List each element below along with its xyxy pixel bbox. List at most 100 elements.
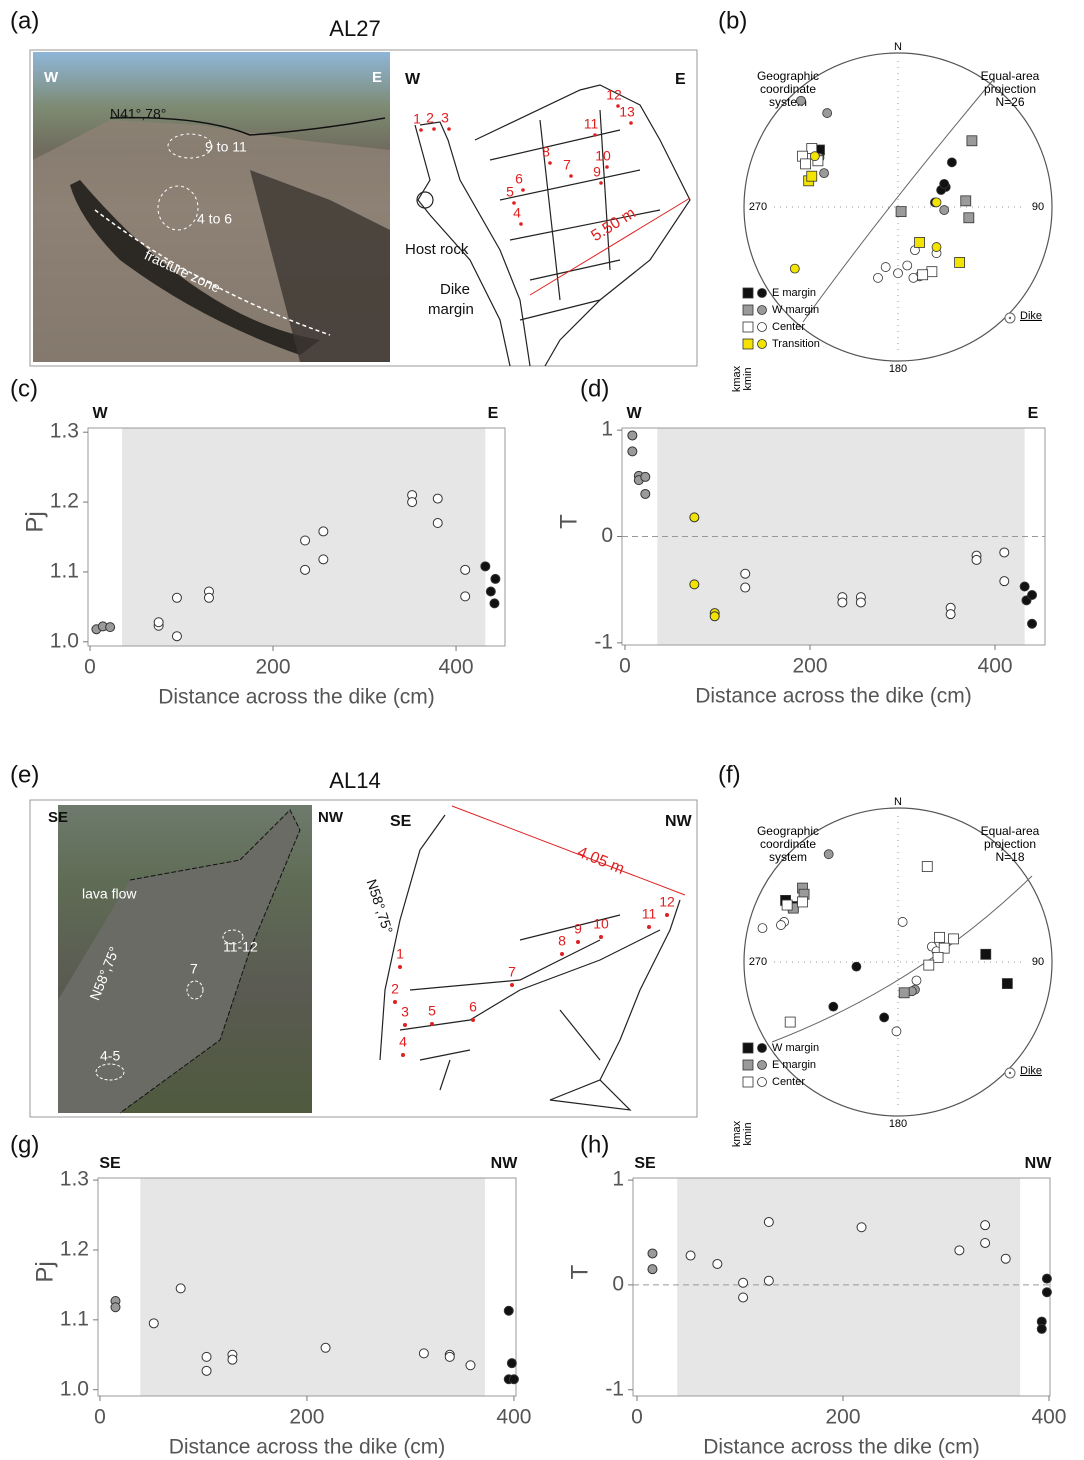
y-axis-label: Pj (21, 511, 48, 532)
legend-kmax (742, 1042, 754, 1054)
data-point (490, 573, 501, 584)
photo-label: lava flow (82, 886, 137, 902)
site-label: 6 (469, 999, 477, 1015)
kmax-point (932, 951, 944, 963)
note: projection (984, 837, 1036, 851)
y-tick-label: 1 (612, 1168, 624, 1191)
data-point (685, 1250, 696, 1261)
data-point (971, 554, 982, 565)
south-label: 180 (889, 1118, 907, 1130)
shaded-zone (677, 1178, 1021, 1396)
legend-label: Center (772, 1076, 805, 1088)
photo-label: 11-12 (223, 939, 258, 955)
site-label: 6 (515, 171, 523, 187)
kmax-point (960, 195, 972, 207)
site-dot (398, 965, 402, 969)
legend-label: E margin (772, 1059, 816, 1071)
site-label: 8 (542, 144, 550, 160)
data-point (153, 617, 164, 628)
data-point (110, 1302, 121, 1313)
kmax-point (797, 896, 808, 908)
legend-kmin (757, 339, 767, 349)
data-point (1000, 1253, 1011, 1264)
data-point (432, 493, 443, 504)
site-label: 11 (584, 116, 599, 132)
kmin-point (822, 108, 833, 118)
north-label: N (894, 796, 902, 808)
side-label: W (626, 405, 642, 422)
dike-pole (1008, 1071, 1012, 1075)
panel-label: (h) (580, 1131, 609, 1158)
data-point (763, 1217, 774, 1228)
site-label: 2 (391, 981, 399, 997)
data-point (740, 582, 751, 593)
site-label: 7 (508, 964, 516, 980)
legend-label: Center (772, 321, 805, 333)
note: projection (984, 82, 1036, 96)
data-point (640, 471, 651, 482)
legend-kmax (742, 321, 754, 333)
panel-label: (a) (10, 7, 39, 34)
panel-label: (f) (718, 761, 741, 788)
kmin-point (796, 95, 806, 106)
data-point (954, 1245, 965, 1256)
side-label: NW (1025, 1155, 1053, 1172)
legend-kmin (757, 1043, 767, 1053)
kmax-point (1001, 978, 1013, 989)
east-label: 90 (1032, 201, 1044, 213)
kmin-point (908, 272, 919, 283)
site-title: AL14 (329, 768, 380, 793)
stereonet-circle (743, 52, 1053, 362)
side-label: SE (99, 1155, 121, 1172)
data-point (465, 1360, 476, 1371)
x-axis-label: Distance across the dike (cm) (169, 1436, 446, 1459)
site-label: 12 (659, 894, 675, 910)
strike-label: N41°,78° (110, 106, 166, 122)
panel-label: (g) (10, 1131, 39, 1158)
data-point (460, 591, 471, 602)
east-label: 90 (1032, 956, 1044, 968)
site-label: 9 (593, 164, 601, 180)
data-point (300, 564, 311, 575)
kmax-point (917, 269, 929, 281)
data-point (171, 592, 182, 603)
kmin-point (931, 197, 942, 208)
kmax-point (963, 212, 975, 224)
kmin-point (891, 1026, 902, 1037)
x-tick-label: 0 (619, 655, 631, 678)
kmin-point (757, 923, 768, 934)
plot-frame (87, 427, 506, 647)
data-point (647, 1264, 658, 1275)
kmin-point (873, 272, 883, 283)
note: system (769, 850, 807, 864)
site-dot (447, 127, 451, 131)
photo-label: NW (318, 809, 344, 826)
site-label: 4 (399, 1034, 407, 1050)
x-tick-label: 400 (496, 1406, 531, 1429)
kmax-point (948, 933, 959, 945)
legend-kmin (757, 288, 767, 298)
kmin-point (902, 260, 913, 271)
note: N=26 (995, 95, 1024, 109)
site-dot (576, 940, 580, 944)
site-title: AL27 (329, 16, 380, 41)
site-label: 7 (563, 157, 571, 173)
data-point (999, 547, 1010, 558)
photo-label: 7 (190, 961, 198, 977)
sketch-label: Dike (440, 281, 470, 298)
note: Equal-area (981, 824, 1040, 838)
side-label: NW (491, 1155, 519, 1172)
y-tick-label: 1.0 (60, 1377, 89, 1400)
data-point (201, 1365, 212, 1376)
site-dot (519, 222, 523, 226)
kmax-point (926, 266, 938, 278)
data-point (1027, 590, 1038, 601)
kmin-point (809, 151, 820, 162)
legend-label: Transition (772, 338, 820, 350)
y-tick-label: -1 (605, 1377, 624, 1400)
kmin-point (911, 975, 922, 986)
west-label: 270 (749, 956, 767, 968)
photo-label: W (44, 69, 59, 86)
site-dot (403, 1023, 407, 1027)
